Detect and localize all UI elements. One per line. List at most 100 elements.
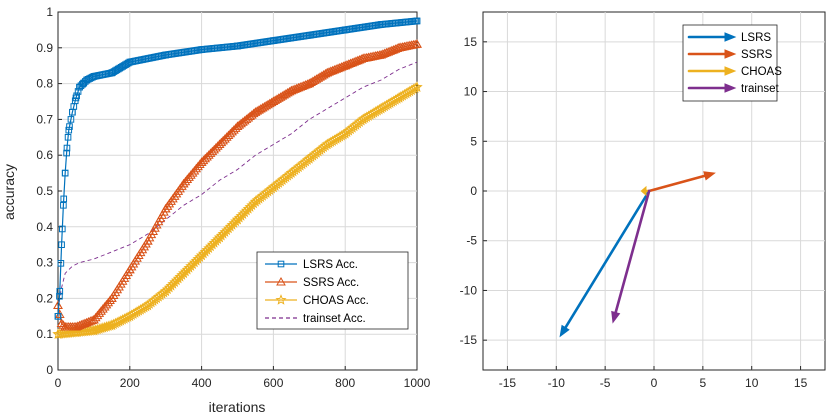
data-point	[268, 96, 279, 105]
data-point	[412, 39, 422, 48]
legend-label: LSRS Acc.	[303, 259, 358, 271]
arrow-head	[724, 32, 737, 42]
data-point	[377, 21, 385, 28]
legend-label: CHOAS Acc.	[303, 295, 369, 307]
x-tick-label: 400	[192, 376, 212, 390]
series-ssrs-acc	[53, 39, 422, 331]
data-point-marker	[63, 149, 70, 157]
left-y-axis-label: accuracy	[1, 164, 17, 220]
data-point	[321, 138, 333, 150]
legend-marker	[276, 276, 286, 286]
data-point	[196, 249, 208, 261]
data-point	[303, 152, 315, 164]
legend-label: CHOAS	[741, 66, 782, 78]
right-tick-labels: -15 -10 -5 0 5 10 15 -15 -10 -5 0 5 10 15	[460, 35, 808, 390]
y-tick-label: 0.9	[36, 41, 53, 55]
data-point-marker	[87, 315, 97, 325]
data-point	[106, 293, 117, 302]
data-point-marker	[245, 111, 255, 121]
x-tick-label: 5	[700, 376, 707, 390]
data-point	[160, 203, 171, 213]
legend-marker	[275, 294, 287, 305]
data-point	[178, 178, 189, 188]
x-tick-label: 15	[794, 376, 808, 390]
data-point	[214, 231, 226, 243]
y-tick-label: 0.8	[36, 77, 53, 91]
data-point	[56, 318, 67, 327]
arrow-head	[724, 66, 737, 76]
legend-marker	[277, 260, 285, 268]
data-point	[126, 58, 134, 66]
y-tick-label: -5	[466, 234, 477, 248]
data-point	[358, 53, 369, 63]
data-point	[234, 42, 241, 50]
series-trainset-acc	[57, 61, 418, 310]
arrow-lsrs	[559, 189, 651, 338]
data-point	[76, 83, 83, 91]
data-point	[160, 285, 172, 296]
data-point-marker	[239, 115, 250, 125]
data-point	[285, 167, 297, 178]
x-tick-label: 200	[120, 376, 140, 390]
data-point	[63, 144, 71, 152]
data-point	[71, 322, 81, 331]
y-tick-label: -15	[460, 333, 478, 347]
data-point-marker	[60, 195, 68, 203]
data-point	[375, 102, 387, 114]
data-point	[376, 49, 386, 59]
series-choas-acc	[52, 81, 423, 339]
data-point	[339, 127, 351, 139]
legend-label: SSRS	[741, 49, 773, 61]
y-tick-label: 0.4	[36, 220, 53, 234]
legend-label: SSRS Acc.	[303, 277, 359, 289]
legend-label: trainset	[741, 83, 780, 95]
data-point-marker	[58, 320, 69, 329]
x-tick-label: -10	[548, 376, 566, 390]
data-point-marker	[66, 123, 73, 130]
data-point	[340, 60, 351, 70]
data-point	[70, 326, 82, 338]
data-point-marker	[241, 114, 252, 123]
data-point	[322, 67, 333, 77]
right-arrows	[559, 171, 716, 338]
data-point	[89, 314, 99, 324]
legend-label: LSRS	[741, 32, 771, 44]
y-tick-label: 0.3	[36, 256, 53, 270]
x-tick-label: 0	[651, 376, 658, 390]
left-legend: LSRS Acc. SSRS Acc. CHOAS Acc. trainset Acc…	[256, 251, 409, 330]
data-point	[79, 80, 87, 87]
arrow-ssrs	[647, 171, 716, 193]
arrow-shaft	[564, 189, 651, 329]
data-point	[142, 236, 153, 245]
legend-arrow	[687, 32, 737, 42]
data-point	[411, 81, 423, 92]
x-tick-label: -15	[499, 376, 517, 390]
arrow-head	[724, 83, 737, 93]
left-x-axis-label: iterations	[209, 399, 266, 415]
legend-arrow	[687, 83, 737, 93]
right-chart: -15 -10 -5 0 5 10 15 -15 -10 -5 0 5 10 15 LSRS SSRS CHO…	[460, 11, 826, 390]
x-tick-label: 600	[263, 376, 283, 390]
data-point	[341, 26, 349, 34]
legend-box	[256, 251, 409, 330]
data-point	[142, 299, 154, 311]
data-point	[106, 319, 118, 330]
y-tick-label: 0.1	[36, 327, 53, 341]
series-line	[57, 61, 418, 310]
data-point	[58, 241, 65, 248]
y-tick-label: 0	[470, 184, 477, 198]
data-point-marker	[57, 260, 65, 267]
series-lsrs-acc	[54, 17, 421, 320]
data-point	[52, 328, 64, 339]
y-tick-label: 5	[470, 134, 477, 148]
x-tick-label: 1000	[404, 376, 431, 390]
data-point	[108, 69, 116, 77]
data-point	[60, 202, 67, 209]
left-series	[52, 17, 423, 339]
legend-label: trainset Acc.	[303, 313, 366, 325]
data-point-marker	[243, 112, 254, 122]
data-point	[198, 46, 205, 53]
y-tick-label: 0.2	[36, 291, 53, 305]
arrow-head	[703, 171, 716, 181]
